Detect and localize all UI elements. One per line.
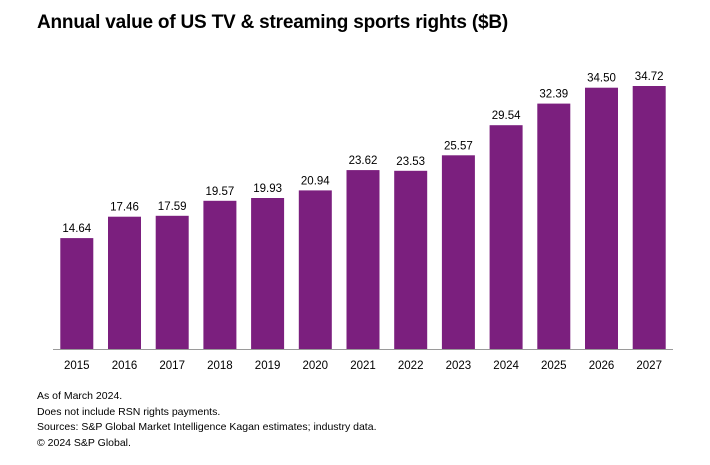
x-tick-label-2015: 2015 bbox=[64, 360, 90, 372]
value-label-2020: 20.94 bbox=[301, 175, 330, 187]
x-tick-label-2018: 2018 bbox=[207, 360, 233, 372]
x-tick-labels-layer: 2015 2016 2017 2018 2019 2020 2021 2022 2023 2024… bbox=[64, 360, 662, 372]
bar-2015 bbox=[60, 238, 94, 349]
x-tick-label-2022: 2022 bbox=[398, 360, 424, 372]
footnote-sources: Sources: S&P Global Market Intelligence … bbox=[37, 421, 377, 433]
value-label-2026: 34.50 bbox=[587, 73, 616, 85]
value-label-2019: 19.93 bbox=[253, 183, 282, 195]
x-tick-label-2019: 2019 bbox=[255, 360, 281, 372]
bar-2021 bbox=[346, 170, 380, 349]
bar-2019 bbox=[251, 198, 285, 349]
bar-2027 bbox=[632, 86, 666, 349]
bar-2025 bbox=[537, 103, 571, 349]
bar-2023 bbox=[441, 155, 475, 349]
footnotes: As of March 2024. Does not include RSN r… bbox=[37, 389, 377, 451]
value-label-2024: 29.54 bbox=[492, 110, 521, 122]
value-label-2027: 34.72 bbox=[635, 71, 664, 83]
bars-layer bbox=[60, 86, 666, 349]
value-label-2023: 25.57 bbox=[444, 140, 473, 152]
bar-2024 bbox=[489, 125, 523, 349]
x-tick-label-2017: 2017 bbox=[159, 360, 185, 372]
x-tick-label-2024: 2024 bbox=[493, 360, 519, 372]
value-label-2015: 14.64 bbox=[62, 223, 91, 235]
bar-2016 bbox=[108, 216, 141, 349]
x-tick-label-2027: 2027 bbox=[636, 360, 662, 372]
footnote-copyright: © 2024 S&P Global. bbox=[37, 436, 131, 449]
bar-2020 bbox=[298, 190, 332, 349]
x-tick-label-2026: 2026 bbox=[589, 360, 615, 372]
bar-2022 bbox=[394, 170, 428, 349]
x-tick-label-2023: 2023 bbox=[446, 360, 472, 372]
value-labels-layer: 14.64 17.46 17.59 19.57 19.93 20.94 23.62 23.53… bbox=[62, 71, 663, 235]
value-label-2016: 17.46 bbox=[110, 202, 139, 214]
footnote-as-of: As of March 2024. bbox=[37, 390, 123, 402]
bar-2018 bbox=[203, 200, 237, 349]
x-tick-label-2021: 2021 bbox=[350, 360, 376, 372]
bar-2017 bbox=[155, 215, 189, 349]
value-label-2018: 19.57 bbox=[206, 186, 235, 198]
value-label-2021: 23.62 bbox=[349, 155, 378, 167]
bar-2026 bbox=[585, 87, 618, 349]
x-tick-label-2016: 2016 bbox=[112, 360, 138, 372]
x-tick-label-2020: 2020 bbox=[303, 360, 329, 372]
x-tick-label-2025: 2025 bbox=[541, 360, 567, 372]
value-label-2025: 32.39 bbox=[539, 89, 568, 101]
value-label-2022: 23.53 bbox=[396, 156, 425, 168]
chart-title: Annual value of US TV & streaming sports… bbox=[37, 12, 509, 33]
value-label-2017: 17.59 bbox=[158, 201, 187, 213]
footnote-rsn: Does not include RSN rights payments. bbox=[37, 405, 221, 418]
bar-chart: 14.64 17.46 17.59 19.57 19.93 20.94 23.62 23.53… bbox=[53, 71, 673, 372]
